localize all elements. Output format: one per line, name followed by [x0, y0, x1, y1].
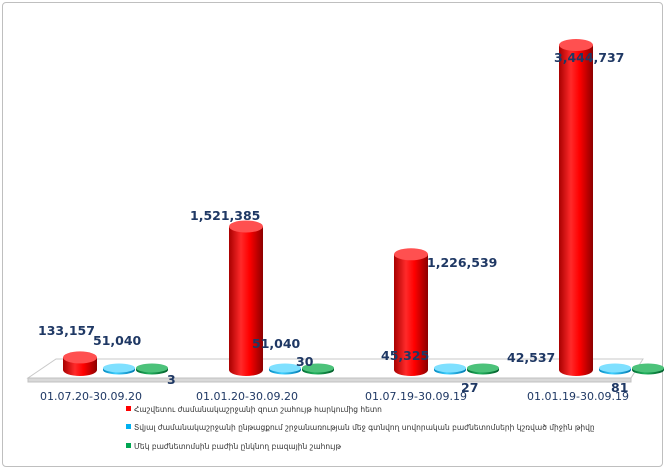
category-label-3: 01.01.19-30.09.19 [527, 390, 629, 403]
bar-top-0-3 [559, 39, 593, 51]
bar-top-0-1 [229, 220, 263, 233]
data-label-2-0: 3 [167, 372, 176, 387]
bar-top-0-2 [394, 248, 428, 261]
bar-0-2 [394, 254, 428, 376]
bar-top-1-2 [434, 363, 466, 373]
data-label-2-1: 30 [296, 354, 314, 369]
data-label-0-3: 3,444,737 [554, 50, 624, 65]
data-label-2-3: 81 [611, 380, 628, 395]
legend-label-0: Հաշվետու ժամանակաշրջանի զուտ շահույթ հար… [134, 405, 382, 414]
data-label-1-3: 42,537 [507, 350, 555, 365]
legend-swatch-2 [126, 443, 131, 448]
data-label-1-0: 51,040 [93, 333, 142, 348]
bar-top-2-1 [302, 363, 334, 373]
legend-swatch-1 [126, 424, 131, 429]
data-label-0-2: 1,226,539 [427, 255, 497, 270]
bar-top-2-0 [136, 363, 168, 373]
category-label-1: 01.01.20-30.09.20 [196, 390, 298, 403]
data-label-0-0: 133,157 [38, 323, 95, 338]
bar-top-1-0 [103, 363, 135, 373]
bar-0-3 [559, 45, 593, 376]
chart-floor-front [27, 377, 632, 383]
bar-top-1-1 [269, 363, 301, 373]
data-label-1-1: 51,040 [252, 336, 301, 351]
data-label-2-2: 27 [461, 380, 478, 395]
legend-swatch-0 [126, 406, 131, 411]
bar-top-2-2 [467, 363, 499, 373]
bar-0-1 [229, 226, 263, 376]
category-label-0: 01.07.20-30.09.20 [40, 390, 142, 403]
bar-top-1-3 [599, 363, 631, 373]
data-label-1-2: 45,325 [381, 348, 429, 363]
data-label-0-1: 1,521,385 [190, 208, 260, 223]
bar-top-2-3 [632, 363, 664, 373]
bar-top-0-0 [63, 351, 97, 364]
category-label-2: 01.07.19-30.09.19 [365, 390, 467, 403]
legend-label-1: Տվյալ ժամանակաշրջանի ընթացքում շրջանառու… [134, 423, 595, 432]
legend-label-2: Մեկ բաժնետոմսին բաժին ընկնող բազային շահ… [134, 442, 341, 451]
chart-frame [2, 2, 663, 467]
